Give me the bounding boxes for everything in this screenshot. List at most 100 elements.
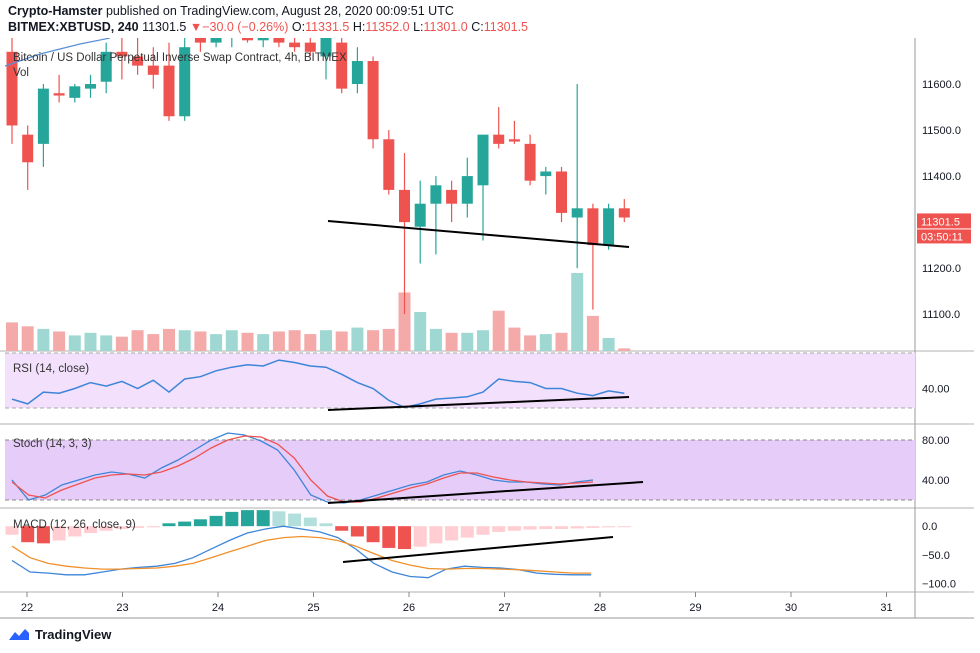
macd-histogram-bar: [539, 526, 553, 530]
open-value: 11331.5: [305, 20, 350, 34]
candle-body: [414, 203, 426, 227]
macd-histogram-bar: [555, 526, 568, 530]
volume-bar: [100, 335, 113, 351]
macd-histogram-bar: [507, 526, 521, 531]
candle-body: [226, 33, 237, 38]
volume-bar: [115, 336, 128, 351]
rsi-background: [5, 353, 915, 408]
candle-body: [242, 38, 253, 41]
candle-body: [304, 42, 316, 52]
volume-bar: [618, 348, 631, 351]
candle-body: [37, 88, 49, 144]
volume-bar: [21, 326, 34, 351]
candle-body: [524, 143, 536, 181]
volume-bar: [6, 322, 18, 351]
volume-bar: [492, 310, 505, 351]
candle-body: [273, 38, 285, 43]
volume-bar: [414, 312, 427, 351]
time-tick-label: 26: [403, 602, 415, 614]
rsi-label: RSI (14, close): [13, 363, 89, 375]
candle-body: [477, 134, 489, 186]
macd-histogram-bar: [272, 511, 286, 527]
price-tick-label: 11600.0: [922, 79, 961, 91]
author-name[interactable]: Crypto-Hamster: [8, 4, 103, 18]
candle-body: [163, 65, 175, 117]
candle-body: [85, 84, 96, 89]
volume-bar: [257, 334, 270, 351]
candles: [4, 33, 630, 315]
macd-histogram-bar: [460, 526, 474, 538]
candle-body: [493, 134, 505, 144]
volume-bar: [84, 332, 97, 351]
candle-body: [351, 61, 363, 85]
volume-bar: [398, 292, 411, 351]
volume-bar: [163, 328, 175, 351]
macd-histogram-bar: [241, 510, 254, 527]
macd-histogram-bar: [492, 526, 506, 532]
time-tick-label: 22: [21, 602, 33, 614]
macd-line: [11, 525, 592, 579]
candle-body: [69, 86, 81, 98]
volume-bar: [382, 328, 395, 351]
macd-histogram-bar: [193, 519, 207, 527]
macd-histogram-bar: [99, 526, 113, 531]
volume-bar: [445, 332, 458, 351]
tradingview-brand[interactable]: TradingView: [8, 627, 111, 642]
price-tick-label: 11100.0: [922, 309, 960, 321]
publish-info: Crypto-Hamster published on TradingView.…: [8, 4, 454, 18]
volume-bar: [272, 331, 285, 351]
low-label: L:: [413, 20, 424, 34]
candle-body: [603, 208, 615, 246]
stoch-k-line: [11, 432, 594, 504]
time-tick-label: 29: [689, 602, 701, 614]
volume-bar: [288, 330, 301, 351]
candle-body: [367, 61, 379, 140]
published-text: published on TradingView.com, August 28,…: [102, 4, 454, 18]
stoch-label: Stoch (14, 3, 3): [13, 438, 92, 450]
last-price-marker: [917, 213, 971, 229]
price-change: −30.0 (−0.26%): [202, 20, 289, 34]
rsi-trendline: [327, 396, 630, 411]
macd-histogram-bar: [602, 526, 616, 528]
volume-bar: [210, 334, 223, 351]
high-value: 11352.0: [365, 20, 410, 34]
volume-bar: [320, 330, 332, 351]
volume-bar: [602, 338, 615, 351]
macd-histogram-bar: [225, 511, 239, 527]
volume-bar: [461, 332, 474, 351]
macd-histogram-bar: [303, 517, 317, 527]
volume-bar: [225, 330, 238, 351]
macd-histogram-bar: [68, 526, 82, 537]
macd-tick-label: −50.0: [922, 550, 950, 562]
stoch-background: [5, 440, 915, 500]
macd-histogram-bar: [445, 526, 459, 541]
volume-bar: [586, 315, 599, 351]
macd-histogram-bar: [288, 513, 302, 527]
candle-body: [100, 51, 112, 82]
volume-bar: [335, 331, 348, 351]
macd-histogram-bar: [617, 526, 631, 528]
macd-histogram-bar: [162, 523, 176, 527]
macd-histogram-bar: [570, 526, 584, 529]
volume-bar: [524, 335, 537, 351]
macd-label: MACD (12, 26, close, 9): [13, 519, 136, 531]
volume-bar: [351, 327, 364, 351]
volume-bar: [555, 332, 568, 351]
chart-title: Bitcoin / US Dollar Perpetual Inverse Sw…: [13, 52, 347, 64]
volume-bar: [53, 331, 66, 351]
macd-histogram-bar: [256, 510, 270, 527]
macd-histogram-bar: [36, 526, 50, 544]
macd-histogram-bar: [131, 526, 145, 528]
volume-bars: [6, 273, 631, 351]
rsi-line: [11, 359, 625, 409]
candle-body: [147, 65, 159, 75]
price-tick-label: 11500.0: [922, 125, 961, 137]
price-trendline: [327, 220, 630, 248]
candle-body: [618, 208, 630, 218]
countdown-marker: [917, 229, 971, 244]
macd-histogram-bar: [476, 526, 490, 535]
macd-histogram-bar: [366, 526, 380, 543]
macd-histogram-bar: [84, 526, 97, 534]
candle-body: [587, 208, 599, 246]
